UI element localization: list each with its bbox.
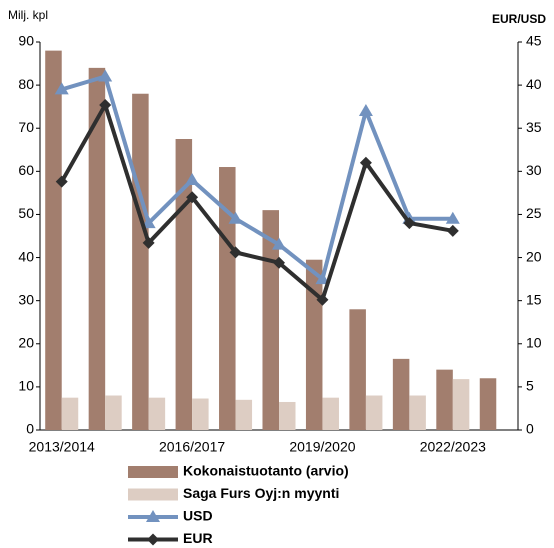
y-tick-label: 30 <box>18 291 34 307</box>
y-tick-label: 70 <box>18 119 34 135</box>
bar <box>305 259 323 430</box>
legend-marker <box>147 533 159 546</box>
line-marker <box>272 237 286 250</box>
bar <box>365 395 383 430</box>
y-tick-label: 50 <box>18 205 34 221</box>
x-tick-label: 2022/2023 <box>420 439 486 455</box>
x-tick-label: 2016/2017 <box>159 439 225 455</box>
y2-tick-label: 45 <box>526 33 542 49</box>
line-marker <box>54 82 69 95</box>
line <box>61 74 453 282</box>
line-marker <box>316 293 329 306</box>
bar <box>105 395 122 430</box>
y-tick-label: 80 <box>18 76 34 92</box>
x-tick-label: 2019/2020 <box>289 439 355 455</box>
line-marker <box>186 191 199 204</box>
line-marker <box>228 211 243 224</box>
line-marker <box>99 98 112 111</box>
line-marker <box>445 211 460 224</box>
y-tick-label: 40 <box>18 248 34 264</box>
y-axis-label: Milj. kpl <box>8 8 48 22</box>
legend-label: EUR <box>183 530 213 546</box>
y2-tick-label: 20 <box>526 248 542 264</box>
line-marker <box>141 216 156 229</box>
bar <box>192 398 209 430</box>
bar <box>148 397 166 430</box>
y-tick-label: 60 <box>18 162 34 178</box>
line-marker <box>403 217 416 230</box>
line-marker <box>446 224 459 237</box>
y-tick-label: 0 <box>26 421 34 437</box>
bar <box>262 210 279 430</box>
line-marker <box>358 103 373 116</box>
bar <box>235 399 253 430</box>
bar <box>452 379 470 430</box>
bar <box>392 358 410 430</box>
y-tick-label: 20 <box>18 334 34 350</box>
y-tick-label: 90 <box>18 33 34 49</box>
line <box>59 102 454 302</box>
line-marker <box>359 156 372 169</box>
y2-tick-label: 40 <box>526 76 542 92</box>
legend-marker <box>146 510 160 522</box>
legend-label: Saga Furs Oyj:n myynti <box>183 485 339 501</box>
bar <box>219 167 236 430</box>
bar <box>409 395 426 430</box>
y2-tick-label: 30 <box>526 162 542 178</box>
legend-label: USD <box>183 508 213 524</box>
line-marker <box>55 175 68 188</box>
y2-tick-label: 25 <box>526 205 542 221</box>
y2-axis-label: EUR/USD <box>492 12 546 26</box>
bar <box>436 369 453 430</box>
line-marker <box>315 272 330 285</box>
y2-tick-label: 5 <box>526 378 534 394</box>
y2-tick-label: 10 <box>526 334 542 350</box>
y2-tick-label: 35 <box>526 119 542 135</box>
y2-tick-label: 15 <box>526 291 542 307</box>
bar <box>132 93 149 430</box>
line-marker <box>229 246 242 259</box>
bar <box>279 401 296 430</box>
y2-tick-label: 0 <box>526 421 534 437</box>
line-marker <box>98 69 113 82</box>
bar <box>322 397 339 430</box>
legend-swatch <box>128 488 178 501</box>
bar <box>479 378 497 430</box>
line-marker <box>185 172 200 185</box>
legend-swatch <box>128 466 178 478</box>
line-marker <box>142 236 155 249</box>
x-tick-label: 2013/2014 <box>29 439 95 455</box>
bar <box>61 397 79 430</box>
y-tick-label: 10 <box>18 378 34 394</box>
bar <box>349 309 366 430</box>
line-marker <box>273 256 285 269</box>
bar <box>45 50 62 430</box>
bar <box>88 67 106 430</box>
legend-label: Kokonaistuotanto (arvio) <box>183 463 349 479</box>
